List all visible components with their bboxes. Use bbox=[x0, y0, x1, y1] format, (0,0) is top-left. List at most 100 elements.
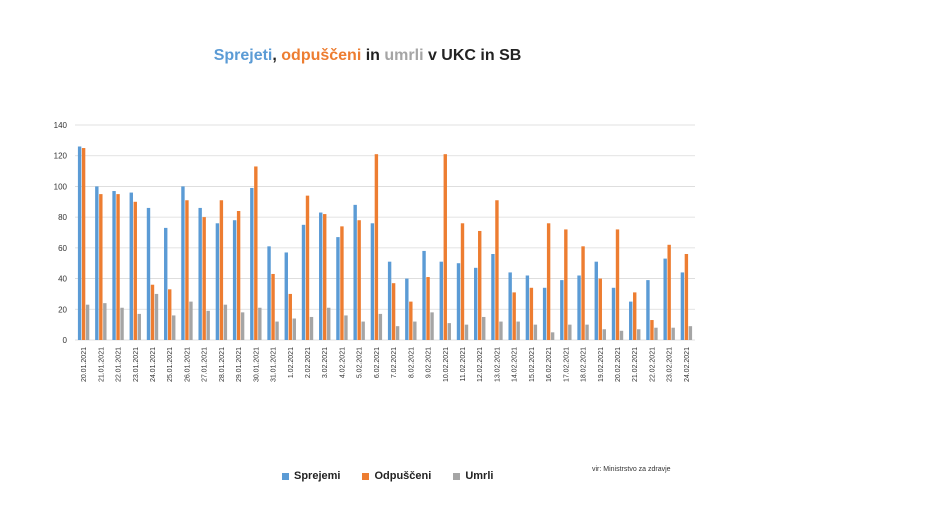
bar-sprejemi bbox=[267, 246, 271, 340]
bar-odpusceni bbox=[684, 254, 689, 340]
bar-sprejemi bbox=[491, 254, 495, 340]
bar-umrli bbox=[550, 332, 555, 340]
bar-sprejemi bbox=[474, 267, 478, 340]
bar-sprejemi bbox=[577, 275, 581, 340]
bar-odpusceni bbox=[305, 195, 310, 340]
x-tick-label: 4.02.2021 bbox=[339, 347, 346, 378]
bar-sprejemi bbox=[508, 272, 512, 340]
bar-sprejemi bbox=[542, 287, 547, 340]
legend: Sprejemi Odpuščeni Umrli bbox=[282, 470, 493, 482]
bar-sprejemi bbox=[250, 187, 254, 340]
x-tick-label: 8.02.2021 bbox=[408, 347, 415, 378]
title-sep-1: , bbox=[272, 47, 282, 64]
y-tick-label: 80 bbox=[58, 213, 67, 222]
bar-odpusceni bbox=[443, 154, 447, 340]
bar-odpusceni bbox=[168, 289, 172, 340]
y-tick-label: 120 bbox=[54, 152, 68, 161]
x-tick-label: 18.02.2021 bbox=[581, 347, 588, 382]
x-tick-label: 11.02.2021 bbox=[460, 347, 467, 382]
x-tick-label: 25.01.2021 bbox=[167, 347, 174, 382]
title-odpusceni: odpuščeni bbox=[281, 47, 362, 64]
bar-sprejemi bbox=[95, 186, 99, 340]
bar-sprejemi bbox=[422, 250, 426, 340]
bar-umrli bbox=[654, 327, 658, 340]
y-tick-label: 0 bbox=[63, 336, 68, 345]
bar-odpusceni bbox=[99, 194, 103, 340]
bar-sprejemi bbox=[301, 224, 306, 340]
bar-sprejemi bbox=[629, 301, 633, 340]
bar-umrli bbox=[585, 324, 589, 340]
bar-odpusceni bbox=[254, 166, 258, 340]
x-tick-label: 5.02.2021 bbox=[357, 347, 364, 378]
x-tick-label: 22.02.2021 bbox=[649, 347, 656, 382]
bar-odpusceni bbox=[374, 154, 379, 340]
bar-odpusceni bbox=[426, 277, 430, 340]
bar-odpusceni bbox=[633, 292, 637, 340]
y-tick-label: 100 bbox=[54, 182, 68, 191]
bar-umrli bbox=[413, 321, 417, 340]
bar-sprejemi bbox=[353, 204, 357, 340]
legend-item-sprejemi: Sprejemi bbox=[282, 470, 340, 482]
x-tick-label: 9.02.2021 bbox=[426, 347, 433, 378]
bar-umrli bbox=[292, 318, 296, 340]
bar-odpusceni bbox=[650, 320, 654, 340]
bar-sprejemi bbox=[164, 227, 168, 340]
bar-umrli bbox=[602, 329, 606, 340]
bar-odpusceni bbox=[133, 201, 137, 340]
bar-umrli bbox=[240, 312, 245, 340]
bar-odpusceni bbox=[529, 287, 534, 340]
bar-sprejemi bbox=[439, 261, 443, 340]
bar-odpusceni bbox=[667, 244, 671, 340]
title-sep-2: in bbox=[361, 47, 385, 64]
bar-umrli bbox=[223, 304, 228, 340]
bar-sprejemi bbox=[680, 272, 685, 340]
bar-umrli bbox=[154, 293, 159, 340]
x-tick-label: 24.01.2021 bbox=[150, 347, 157, 382]
bar-umrli bbox=[137, 313, 141, 340]
y-tick-label: 20 bbox=[58, 305, 67, 314]
bar-odpusceni bbox=[340, 226, 344, 340]
y-tick-label: 60 bbox=[58, 244, 67, 253]
bar-odpusceni bbox=[323, 214, 327, 340]
bar-odpusceni bbox=[460, 223, 465, 340]
bar-sprejemi bbox=[456, 263, 461, 340]
bar-umrli bbox=[378, 313, 383, 340]
bar-sprejemi bbox=[198, 207, 202, 340]
x-tick-label: 30.01.2021 bbox=[253, 347, 260, 382]
bar-sprejemi bbox=[77, 146, 82, 340]
grid-lines bbox=[75, 124, 695, 341]
bar-umrli bbox=[395, 326, 400, 340]
bar-umrli bbox=[189, 301, 193, 340]
x-tick-label: 21.01.2021 bbox=[98, 347, 105, 382]
y-axis-ticks: 0 20 40 60 80 100 120 140 bbox=[54, 121, 68, 345]
y-tick-label: 40 bbox=[58, 275, 67, 284]
bar-odpusceni bbox=[391, 283, 396, 340]
x-tick-label: 27.01.2021 bbox=[202, 347, 209, 382]
x-tick-label: 19.02.2021 bbox=[598, 347, 605, 382]
bar-umrli bbox=[103, 303, 107, 340]
x-tick-label: 20.02.2021 bbox=[615, 347, 622, 382]
x-tick-label: 2.02.2021 bbox=[305, 347, 312, 378]
bar-odpusceni bbox=[512, 292, 516, 340]
bar-odpusceni bbox=[409, 301, 413, 340]
bar-umrli bbox=[275, 321, 279, 340]
x-tick-label: 7.02.2021 bbox=[391, 347, 398, 378]
bar-umrli bbox=[430, 312, 434, 340]
bar-sprejemi bbox=[232, 220, 237, 340]
bar-umrli bbox=[619, 330, 624, 340]
x-tick-label: 12.02.2021 bbox=[477, 347, 484, 382]
x-tick-label: 16.02.2021 bbox=[546, 347, 553, 382]
bar-umrli bbox=[499, 321, 503, 340]
bar-odpusceni bbox=[546, 223, 551, 340]
x-tick-label: 14.02.2021 bbox=[512, 347, 519, 382]
bar-sprejemi bbox=[646, 280, 650, 340]
bar-odpusceni bbox=[185, 200, 189, 340]
bar-sprejemi bbox=[611, 287, 616, 340]
x-tick-label: 3.02.2021 bbox=[322, 347, 329, 378]
x-tick-label: 22.01.2021 bbox=[116, 347, 123, 382]
bar-umrli bbox=[671, 327, 675, 340]
bar-umrli bbox=[344, 315, 348, 340]
bar-umrli bbox=[447, 323, 451, 340]
title-rest: v UKC in SB bbox=[423, 47, 522, 64]
legend-swatch-umrli bbox=[453, 472, 461, 480]
